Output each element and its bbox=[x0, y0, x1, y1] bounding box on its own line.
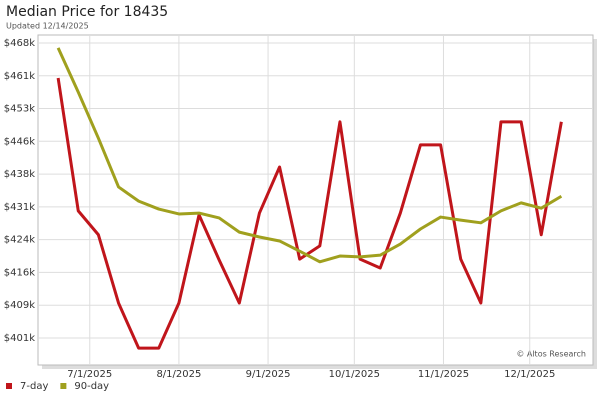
y-tick-label: $446k bbox=[4, 136, 35, 147]
y-tick-label: $431k bbox=[4, 202, 35, 213]
y-tick-label: $424k bbox=[4, 235, 35, 246]
watermark: © Altos Research bbox=[516, 350, 586, 359]
x-tick-label: 7/1/2025 bbox=[67, 369, 112, 380]
x-tick-label: 10/1/2025 bbox=[329, 369, 380, 380]
subtitle: Updated 12/14/2025 bbox=[6, 22, 89, 31]
y-tick-label: $409k bbox=[4, 300, 35, 311]
legend-label: 7-day bbox=[20, 381, 48, 392]
legend-swatch bbox=[6, 383, 12, 389]
y-tick-label: $416k bbox=[4, 267, 35, 278]
y-tick-label: $401k bbox=[4, 333, 35, 344]
y-tick-label: $438k bbox=[4, 169, 35, 180]
x-tick-label: 11/1/2025 bbox=[418, 369, 469, 380]
y-tick-label: $461k bbox=[4, 71, 35, 82]
y-tick-label: $453k bbox=[4, 104, 35, 115]
x-tick-label: 8/1/2025 bbox=[156, 369, 201, 380]
chart-title: Median Price for 18435 bbox=[6, 4, 168, 20]
series-line bbox=[56, 77, 563, 350]
legend-label: 90-day bbox=[74, 381, 109, 392]
x-tick-label: 9/1/2025 bbox=[246, 369, 291, 380]
y-tick-label: $468k bbox=[4, 38, 35, 49]
x-tick-label: 12/1/2025 bbox=[504, 369, 555, 380]
legend-swatch bbox=[60, 383, 67, 389]
plot-area bbox=[37, 34, 594, 366]
series-line bbox=[56, 47, 563, 264]
